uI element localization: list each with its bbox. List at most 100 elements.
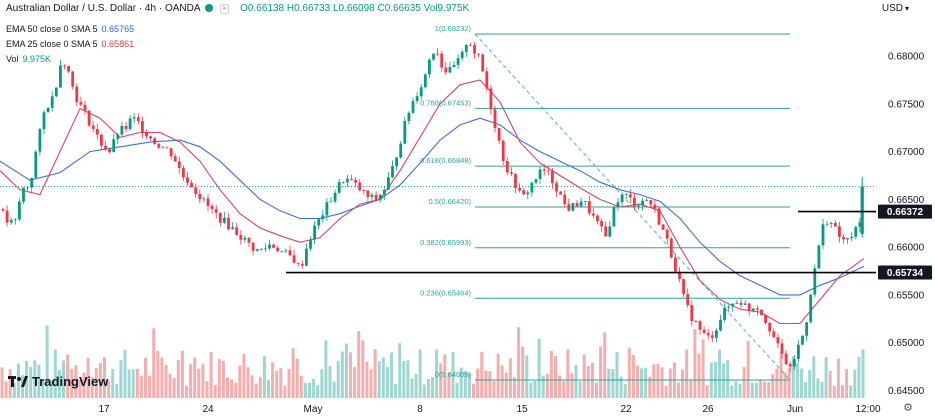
candle-body bbox=[104, 145, 107, 150]
volume-bar bbox=[738, 383, 742, 398]
candle-body bbox=[448, 67, 452, 73]
candle-body bbox=[776, 337, 780, 344]
volume-bar bbox=[119, 360, 123, 398]
volume-bar bbox=[480, 351, 484, 398]
volume-bar bbox=[623, 384, 627, 398]
candle-body bbox=[567, 204, 571, 211]
volume-bar bbox=[472, 383, 475, 398]
volume-bar bbox=[8, 369, 12, 398]
volume-bar bbox=[209, 351, 213, 398]
candle-body bbox=[743, 303, 747, 305]
candle-body bbox=[403, 121, 407, 144]
volume-bar bbox=[365, 361, 369, 398]
candle-body bbox=[255, 248, 259, 251]
candle-body bbox=[690, 305, 694, 321]
volume-bar bbox=[312, 378, 316, 398]
price-tick-label: 0.67500 bbox=[888, 99, 925, 110]
volume-bar bbox=[357, 331, 361, 398]
volume-bar bbox=[800, 368, 803, 398]
candle-body bbox=[735, 302, 739, 304]
volume-bar bbox=[488, 371, 492, 398]
volume-bar bbox=[500, 365, 504, 398]
candle-body bbox=[87, 110, 91, 126]
volume-bar bbox=[677, 382, 680, 398]
symbol-title[interactable]: Australian Dollar / U.S. Dollar · 4h · O… bbox=[6, 3, 201, 14]
volume-bar bbox=[853, 369, 857, 398]
volume-bar bbox=[230, 379, 234, 398]
volume-bar bbox=[812, 356, 816, 398]
time-tick-label: 12:00 bbox=[855, 404, 880, 415]
volume-bar bbox=[213, 385, 217, 398]
candle-body bbox=[825, 223, 829, 225]
candle-body bbox=[341, 182, 345, 183]
candle-body bbox=[26, 187, 29, 189]
candle-body bbox=[628, 194, 632, 198]
price-tick-label: 0.66500 bbox=[888, 195, 925, 206]
candle-body bbox=[190, 182, 193, 188]
candle-body bbox=[309, 239, 312, 249]
volume-bar bbox=[525, 355, 529, 398]
volume-bar bbox=[554, 355, 557, 398]
volume-bar bbox=[734, 381, 738, 398]
volume-bar bbox=[701, 339, 705, 398]
candle-body bbox=[809, 294, 813, 323]
fib-level-label: 0.5(0.66420) bbox=[428, 197, 471, 206]
volume-bar bbox=[287, 368, 291, 398]
level-price-tag bbox=[878, 265, 932, 280]
candle-body bbox=[633, 197, 636, 207]
candle-body bbox=[768, 322, 772, 332]
candle-body bbox=[169, 148, 173, 157]
candle-body bbox=[653, 204, 657, 209]
price-tick-label: 0.65500 bbox=[888, 290, 925, 301]
candle-body bbox=[214, 209, 218, 213]
candle-body bbox=[46, 107, 50, 113]
gear-icon[interactable]: ⚙ bbox=[903, 402, 913, 414]
volume-bar bbox=[238, 365, 242, 398]
indicator-ema50[interactable]: EMA 50 close 0 SMA 5 0.65765 bbox=[6, 24, 134, 34]
candle-body bbox=[202, 198, 206, 200]
time-tick-label: 17 bbox=[98, 404, 110, 415]
price-tick-label: 0.65000 bbox=[888, 338, 925, 349]
candle-body bbox=[423, 74, 427, 88]
volume-bar bbox=[537, 338, 541, 398]
indicator-volume[interactable]: Vol 9.975K bbox=[6, 54, 51, 64]
volume-bar bbox=[861, 349, 865, 398]
candle-body bbox=[551, 171, 554, 184]
currency-selector[interactable]: USD ▾ bbox=[882, 3, 909, 14]
candle-body bbox=[846, 238, 849, 240]
candle-body bbox=[276, 247, 280, 252]
volume-bar bbox=[164, 364, 168, 398]
chart-switch-icon[interactable]: ≈ bbox=[219, 4, 230, 14]
candle-body bbox=[321, 215, 325, 220]
candle-body bbox=[505, 161, 509, 173]
volume-bar bbox=[279, 367, 283, 398]
candle-body bbox=[587, 201, 591, 214]
volume-bar bbox=[70, 369, 74, 398]
currency-label: USD bbox=[881, 3, 903, 14]
volume-bar bbox=[574, 364, 578, 398]
indicator-ema25[interactable]: EMA 25 close 0 SMA 5 0.65861 bbox=[6, 39, 134, 49]
volume-bar bbox=[435, 349, 439, 398]
volume-bar bbox=[644, 367, 648, 398]
candle-body bbox=[141, 121, 144, 133]
candle-body bbox=[592, 213, 595, 216]
candle-body bbox=[678, 271, 681, 280]
volume-bar bbox=[439, 363, 443, 398]
candle-body bbox=[206, 198, 210, 206]
candle-body bbox=[313, 225, 316, 240]
volume-bar bbox=[615, 352, 619, 398]
candle-body bbox=[149, 136, 152, 139]
ema50-line bbox=[0, 117, 865, 296]
candle-body bbox=[95, 129, 99, 135]
volume-bar bbox=[226, 377, 229, 398]
price-tick-label: 0.64500 bbox=[888, 386, 925, 397]
volume-bar bbox=[562, 380, 566, 398]
volume-bar bbox=[303, 383, 307, 398]
time-tick-label: 24 bbox=[202, 404, 214, 415]
candle-body bbox=[54, 87, 58, 97]
volume-bar bbox=[402, 360, 406, 398]
volume-bar bbox=[258, 377, 262, 398]
candle-body bbox=[624, 194, 628, 196]
candle-body bbox=[850, 236, 854, 239]
